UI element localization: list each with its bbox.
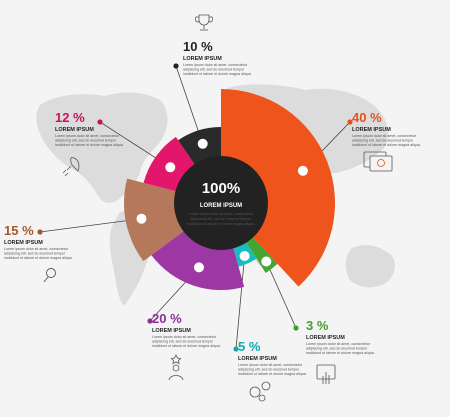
leader-end-dot: [233, 346, 239, 352]
slice-percent-label: 15 %: [4, 223, 34, 238]
rocket-icon: [62, 157, 80, 177]
slice-percent-label: 3 %: [306, 318, 329, 333]
slice-body-line: incididunt ut labore et dolore magna ali…: [183, 72, 252, 76]
slice-title: LOREM IPSUM: [306, 335, 345, 341]
slice-body-line: incididunt ut labore et dolore magna ali…: [152, 344, 221, 348]
slice-title: LOREM IPSUM: [4, 240, 43, 246]
slice-body-line: Lorem ipsum dolor sit amet, consectetur: [306, 342, 371, 346]
center-title: LOREM IPSUM: [200, 203, 242, 209]
slice-title: LOREM IPSUM: [352, 127, 391, 133]
slice-body-line: adipiscing elit, sed do eiusmod tempor: [352, 139, 414, 143]
leader-line: [235, 255, 245, 350]
center-circle: [174, 156, 268, 250]
center-value: 100%: [202, 180, 240, 197]
leader-end-dot: [347, 119, 353, 125]
slice-body-line: adipiscing elit, sed do eiusmod tempor: [55, 139, 117, 143]
slice-percent-label: 40 %: [352, 110, 382, 125]
trophy-icon: [195, 14, 213, 31]
slice-percent-label: 10 %: [183, 39, 213, 54]
slice-body-line: adipiscing elit, sed do eiusmod tempor: [152, 340, 214, 344]
leader-line: [265, 261, 297, 329]
slice-marker: [165, 162, 176, 173]
magnifier-icon: [43, 268, 56, 283]
slice-marker: [297, 165, 308, 176]
slice-percent-label: 12 %: [55, 110, 85, 125]
slice-body-line: Lorem ipsum dolor sit amet, consectetur: [152, 335, 217, 339]
slice-body-line: Lorem ipsum dolor sit amet, consectetur: [55, 134, 120, 138]
center-body-line: adipiscing elit, sed do eiusmod tempor: [190, 217, 252, 221]
slice-body-line: Lorem ipsum dolor sit amet, consectetur: [183, 63, 248, 67]
slice-percent-label: 5 %: [238, 339, 261, 354]
slice-body-line: adipiscing elit, sed do eiusmod tempor: [306, 347, 368, 351]
slice-body-line: adipiscing elit, sed do eiusmod tempor: [4, 252, 66, 256]
leader-end-dot: [173, 63, 179, 69]
slice-marker: [197, 138, 208, 149]
slice-marker: [239, 251, 250, 261]
center-body-line: Lorem ipsum dolor sit amet, consectetur: [189, 212, 254, 216]
slice-body-line: incididunt ut labore et dolore magna ali…: [352, 143, 421, 147]
slice-title: LOREM IPSUM: [55, 127, 94, 133]
center-hub: 100% LOREM IPSUM Lorem ipsum dolor sit a…: [174, 156, 268, 250]
slice-markers: [136, 138, 308, 273]
leader-end-dot: [147, 318, 153, 324]
leader-end-dot: [97, 119, 103, 125]
leader-line: [39, 218, 142, 233]
slice-body-line: incididunt ut labore et dolore magna ali…: [306, 351, 375, 355]
slice-body-line: Lorem ipsum dolor sit amet, consectetur: [4, 247, 69, 251]
slice-title: LOREM IPSUM: [238, 356, 277, 362]
slice-body-line: incididunt ut labore et dolore magna ali…: [238, 372, 307, 376]
slice-body-line: adipiscing elit, sed do eiusmod tempor: [183, 68, 245, 72]
slice-marker: [261, 256, 272, 267]
leader-end-dot: [293, 325, 299, 331]
slice-percent-label: 20 %: [152, 311, 182, 326]
slice-body-line: incididunt ut labore et dolore magna ali…: [55, 143, 124, 147]
gears-icon: [249, 381, 271, 402]
center-body-line: incididunt ut labore et dolore magna ali…: [187, 222, 256, 226]
slice-body-line: Lorem ipsum dolor sit amet, consectetur: [352, 134, 417, 138]
money-card-icon: [363, 151, 393, 172]
slice-title: LOREM IPSUM: [152, 328, 191, 334]
slice-body-line: incididunt ut labore et dolore magna ali…: [4, 256, 73, 260]
touch-screen-icon: [316, 364, 336, 384]
leader-end-dot: [37, 229, 43, 235]
slice-marker: [194, 262, 204, 273]
pie-slice: [221, 88, 336, 287]
slice-title: LOREM IPSUM: [183, 56, 222, 62]
slice-body-line: Lorem ipsum dolor sit amet, consectetur: [238, 363, 303, 367]
person-star-icon: [168, 354, 184, 381]
slice-body-line: adipiscing elit, sed do eiusmod tempor: [238, 368, 300, 372]
slice-marker: [136, 213, 147, 224]
